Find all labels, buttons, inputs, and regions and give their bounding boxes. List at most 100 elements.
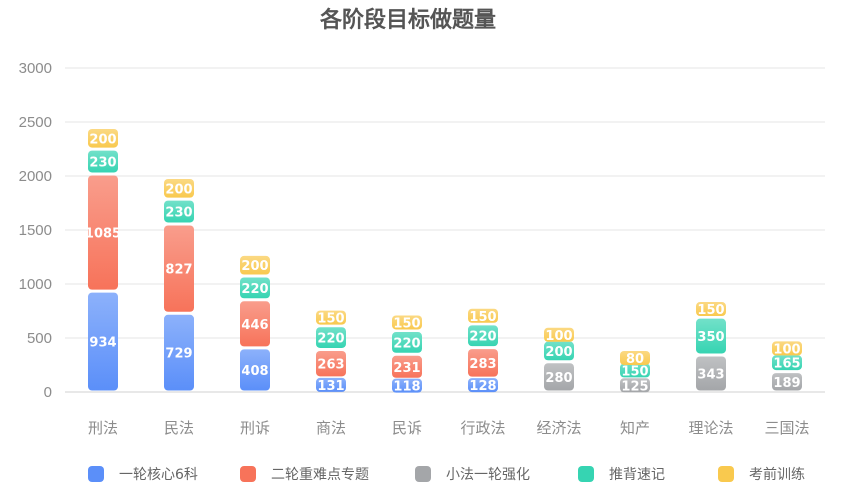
y-tick-label: 1000 — [19, 276, 52, 293]
x-tick-label: 刑法 — [88, 419, 118, 437]
bar-segment — [164, 200, 194, 223]
data-label: 128 — [469, 379, 496, 394]
legend-label: 小法一轮强化 — [446, 467, 530, 483]
chart-title: 各阶段目标做题量 — [319, 7, 496, 33]
data-label: 200 — [545, 345, 572, 360]
data-label: 220 — [393, 336, 420, 351]
x-tick-label: 商法 — [316, 419, 346, 437]
bar-segment — [468, 308, 498, 323]
data-label: 220 — [317, 332, 344, 347]
bar-segment — [544, 341, 574, 361]
bar-segment — [164, 225, 194, 312]
legend-label: 考前训练 — [749, 466, 805, 483]
bar-segment — [316, 350, 346, 377]
legend-swatch — [718, 466, 734, 482]
bar-segment — [392, 332, 422, 353]
bar-segment — [88, 129, 118, 148]
bar-segment — [316, 327, 346, 348]
bar-segment — [468, 325, 498, 347]
data-label: 263 — [317, 358, 344, 373]
bar-segment — [772, 341, 802, 356]
data-label: 200 — [89, 132, 116, 147]
data-label: 230 — [89, 156, 116, 171]
data-label: 100 — [773, 342, 800, 357]
y-axis: 0 500 1000 1500 2000 2500 3000 — [19, 60, 52, 401]
data-label: 165 — [773, 357, 800, 372]
y-tick-label: 2000 — [19, 168, 52, 185]
x-tick-label: 民诉 — [392, 419, 422, 437]
data-label: 150 — [621, 364, 648, 379]
bar-segment — [316, 310, 346, 325]
data-label: 131 — [317, 379, 344, 394]
x-tick-label: 三国法 — [764, 419, 809, 437]
data-label: 350 — [697, 330, 724, 345]
y-tick-label: 3000 — [19, 60, 52, 77]
data-label: 80 — [626, 352, 644, 367]
bar-segment — [620, 350, 650, 365]
x-tick-label: 民法 — [164, 419, 194, 437]
bar-segment — [696, 356, 726, 391]
data-label: 220 — [469, 330, 496, 345]
x-tick-label: 行政法 — [460, 419, 505, 437]
bar-segment — [240, 277, 270, 299]
y-tick-label: 500 — [27, 330, 52, 347]
bar-segment — [240, 349, 270, 391]
x-tick-label: 知产 — [620, 419, 650, 437]
bar-segment — [164, 314, 194, 391]
data-label: 200 — [241, 259, 268, 274]
bars: 934 1085 230 200 729 827 230 200 408 446 220 200 131… — [85, 129, 802, 395]
bar-segment — [88, 150, 118, 173]
legend-label: 一轮核心6科 — [119, 467, 198, 483]
x-axis: 刑法 民法 刑诉 商法 民诉 行政法 经济法 知产 理论法 三国法 — [88, 419, 810, 437]
bar-segment — [240, 301, 270, 347]
bar-segment — [468, 378, 498, 393]
data-label: 1085 — [85, 227, 121, 242]
data-label: 729 — [165, 347, 192, 362]
x-tick-label: 理论法 — [688, 419, 733, 437]
y-tick-label: 1500 — [19, 222, 52, 239]
data-label: 125 — [621, 379, 648, 394]
data-label: 150 — [317, 312, 344, 327]
data-label: 189 — [773, 376, 800, 391]
legend-label: 推背速记 — [609, 467, 665, 483]
bar-segment — [392, 315, 422, 330]
data-label: 200 — [165, 182, 192, 197]
bar-segment — [164, 179, 194, 198]
bar-segment — [316, 377, 346, 392]
data-label: 446 — [241, 318, 268, 333]
bar-segment — [392, 378, 422, 393]
y-tick-label: 0 — [44, 384, 52, 401]
data-label: 230 — [165, 206, 192, 221]
bar-segment — [620, 378, 650, 393]
data-label: 150 — [697, 303, 724, 318]
bar-segment — [696, 302, 726, 317]
bar-segment — [772, 373, 802, 391]
data-label: 118 — [393, 380, 420, 395]
legend-swatch — [578, 466, 594, 482]
data-label: 150 — [469, 310, 496, 325]
y-tick-label: 2500 — [19, 114, 52, 131]
data-label: 220 — [241, 282, 268, 297]
bar-segment — [88, 175, 118, 290]
legend: 一轮核心6科 二轮重难点专题 小法一轮强化 推背速记 考前训练 — [88, 466, 805, 483]
legend-swatch — [240, 466, 256, 482]
bar-segment — [696, 318, 726, 354]
legend-label: 二轮重难点专题 — [271, 467, 369, 483]
data-label: 231 — [393, 361, 420, 376]
bar-segment — [392, 355, 422, 378]
data-label: 827 — [165, 263, 192, 278]
bar-segment — [88, 292, 118, 391]
data-label: 280 — [545, 371, 572, 386]
bar-segment — [240, 255, 270, 275]
data-label: 408 — [241, 364, 268, 379]
legend-swatch — [88, 466, 104, 482]
data-label: 343 — [697, 367, 724, 382]
data-label: 100 — [545, 329, 572, 344]
x-tick-label: 刑诉 — [240, 419, 270, 437]
x-tick-label: 经济法 — [536, 419, 581, 437]
data-label: 934 — [89, 336, 116, 351]
bar-segment — [468, 349, 498, 377]
bar-segment — [544, 363, 574, 391]
